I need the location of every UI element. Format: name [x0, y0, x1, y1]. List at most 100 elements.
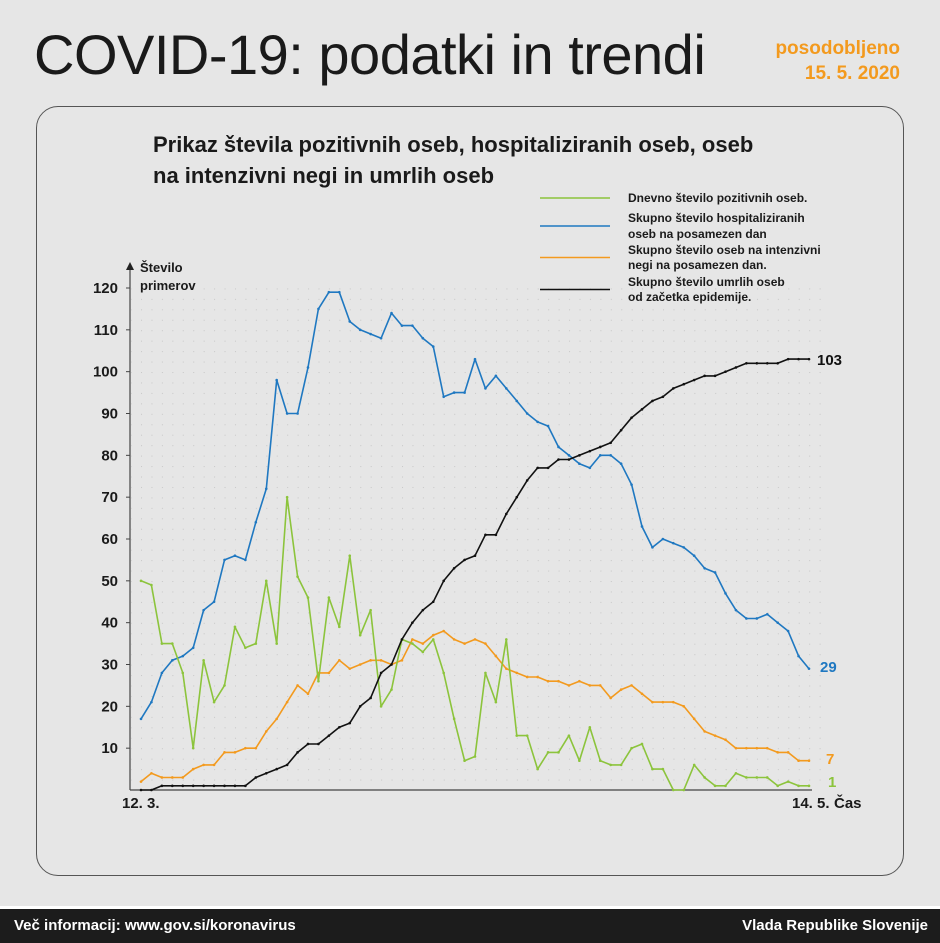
y-tick-label: 70: [101, 489, 118, 506]
data-point-hospitalized: [588, 466, 592, 470]
data-point-positive: [358, 633, 362, 637]
data-point-deaths: [212, 784, 216, 788]
data-point-hospitalized: [672, 541, 675, 545]
data-point-positive: [171, 642, 174, 645]
data-point-hospitalized: [264, 487, 268, 491]
data-point-icu: [765, 746, 769, 750]
data-point-hospitalized: [254, 520, 258, 524]
data-point-deaths: [640, 408, 644, 411]
data-point-deaths: [442, 579, 445, 583]
data-point-hospitalized: [463, 391, 466, 394]
data-point-deaths: [275, 767, 278, 771]
data-point-deaths: [223, 784, 226, 788]
update-info: posodobljeno 15. 5. 2020: [775, 36, 900, 86]
updated-label: posodobljeno: [775, 38, 900, 59]
data-point-positive: [546, 751, 550, 754]
end-label-hospitalized: 29: [820, 659, 837, 676]
data-point-positive: [661, 767, 665, 771]
data-point-positive: [578, 759, 581, 763]
data-point-hospitalized: [171, 659, 174, 662]
data-point-deaths: [755, 362, 759, 365]
data-point-hospitalized: [567, 454, 571, 457]
data-point-icu: [672, 700, 675, 704]
data-point-deaths: [369, 696, 372, 700]
data-point-positive: [317, 679, 320, 683]
data-point-icu: [150, 771, 153, 775]
data-point-deaths: [421, 608, 425, 612]
data-point-positive: [473, 755, 477, 758]
data-point-icu: [609, 696, 612, 700]
legend-label-icu: negi na posamezen dan.: [628, 258, 767, 272]
data-point-deaths: [619, 428, 623, 432]
data-point-hospitalized: [244, 558, 247, 562]
y-axis-label-line-2: primerov: [140, 278, 196, 293]
data-point-positive: [254, 642, 258, 645]
data-point-hospitalized: [431, 345, 435, 348]
y-tick-label: 20: [101, 698, 118, 715]
y-tick-label: 80: [101, 447, 118, 464]
y-tick-label: 30: [101, 657, 118, 674]
data-point-deaths: [254, 776, 258, 779]
data-point-positive: [755, 776, 759, 779]
data-point-deaths: [588, 449, 592, 453]
data-point-deaths: [546, 466, 550, 470]
data-point-icu: [431, 633, 435, 637]
data-point-icu: [171, 776, 174, 779]
data-point-hospitalized: [191, 646, 195, 650]
data-point-deaths: [651, 399, 654, 403]
y-tick-label: 120: [93, 280, 118, 297]
data-point-positive: [776, 784, 779, 788]
data-point-positive: [588, 725, 592, 729]
y-ticks: 10 20 30 40 50 60 70 80 90 100 110 120: [93, 280, 130, 757]
data-point-positive: [327, 596, 331, 599]
data-point-hospitalized: [661, 537, 665, 541]
data-point-deaths: [557, 458, 560, 461]
data-point-positive: [390, 688, 393, 691]
data-point-icu: [651, 700, 654, 704]
data-point-icu: [254, 746, 258, 750]
data-point-positive: [525, 734, 529, 737]
data-point-positive: [505, 638, 508, 641]
data-point-deaths: [515, 495, 519, 499]
data-point-hospitalized: [233, 554, 237, 558]
legend-label-deaths: Skupno število umrlih oseb: [628, 275, 785, 289]
data-point-icu: [640, 692, 644, 696]
data-point-deaths: [672, 387, 675, 390]
series-hospitalized: 29: [139, 290, 837, 721]
footer-info-link[interactable]: Več informacij: www.gov.si/koronavirus: [14, 917, 296, 934]
data-point-icu: [661, 700, 665, 704]
data-point-icu: [505, 667, 508, 670]
data-point-deaths: [139, 788, 143, 792]
data-point-deaths: [338, 725, 341, 729]
data-point-hospitalized: [317, 307, 320, 311]
data-point-deaths: [160, 784, 164, 788]
data-point-hospitalized: [421, 336, 425, 340]
data-point-icu: [724, 738, 727, 742]
data-point-icu: [223, 751, 226, 754]
grid: [131, 280, 821, 789]
data-point-positive: [463, 759, 466, 763]
data-point-deaths: [358, 705, 362, 708]
data-point-hospitalized: [223, 558, 226, 562]
data-point-icu: [421, 642, 425, 645]
updated-date: 15. 5. 2020: [804, 63, 900, 84]
data-point-hospitalized: [275, 378, 278, 382]
data-point-deaths: [630, 416, 633, 419]
data-point-icu: [233, 751, 237, 754]
data-point-icu: [296, 684, 299, 687]
legend-label-icu: Skupno število oseb na intenzivni: [628, 243, 821, 257]
data-point-deaths: [411, 621, 414, 624]
data-point-icu: [348, 667, 352, 670]
data-point-hospitalized: [327, 290, 331, 294]
data-point-hospitalized: [442, 395, 445, 399]
series-lines: 29 7 1 103: [139, 290, 842, 792]
data-point-hospitalized: [306, 366, 310, 369]
data-point-deaths: [452, 566, 456, 570]
data-point-hospitalized: [181, 654, 185, 658]
data-point-hospitalized: [285, 412, 289, 415]
data-point-deaths: [379, 671, 383, 675]
data-point-positive: [640, 742, 644, 746]
data-point-icu: [358, 663, 362, 666]
data-point-hospitalized: [525, 412, 529, 415]
data-point-positive: [557, 751, 560, 754]
